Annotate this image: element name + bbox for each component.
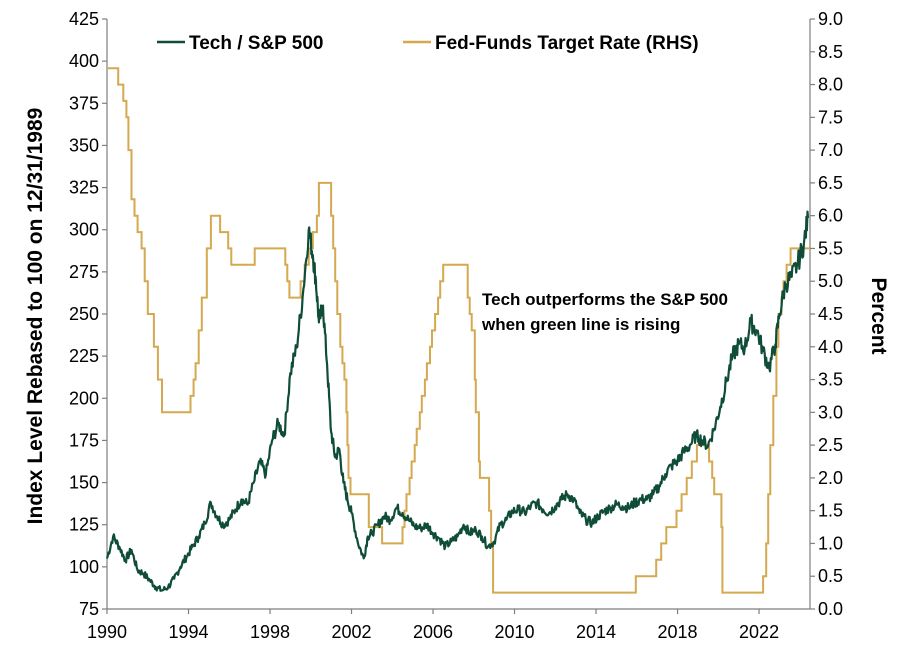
left-axis-title: Index Level Rebased to 100 on 12/31/1989 bbox=[24, 108, 47, 525]
left-axis-ticks: 425 400 375 350 325 300 275 250 225 200 175 150 125 1… bbox=[69, 9, 107, 619]
left-tick-label: 325 bbox=[69, 178, 99, 198]
right-tick-label: 1.0 bbox=[818, 533, 843, 553]
left-tick-label: 300 bbox=[69, 220, 99, 240]
right-axis-ticks: 9.0 8.5 8.0 7.5 7.0 6.5 6.0 5.5 5.0 4.5 4.0 3.5 3.0 2… bbox=[810, 9, 843, 619]
right-tick-label: 8.0 bbox=[818, 75, 843, 95]
left-tick-label: 400 bbox=[69, 51, 99, 71]
right-tick-label: 7.0 bbox=[818, 140, 843, 160]
right-tick-label: 4.5 bbox=[818, 304, 843, 324]
x-tick-label: 1998 bbox=[250, 622, 290, 642]
right-tick-label: 8.5 bbox=[818, 42, 843, 62]
tech-sp500-series-line bbox=[105, 210, 810, 592]
annotation-line-2: when green line is rising bbox=[481, 315, 680, 334]
x-tick-label: 2002 bbox=[331, 622, 371, 642]
left-tick-label: 250 bbox=[69, 304, 99, 324]
left-tick-label: 125 bbox=[69, 515, 99, 535]
fed-funds-series-line bbox=[107, 67, 810, 594]
right-tick-label: 0.0 bbox=[818, 599, 843, 619]
right-tick-label: 2.0 bbox=[818, 468, 843, 488]
x-tick-label: 2006 bbox=[413, 622, 453, 642]
annotation-line-1: Tech outperforms the S&P 500 bbox=[482, 290, 728, 309]
right-tick-label: 9.0 bbox=[818, 9, 843, 29]
left-tick-label: 100 bbox=[69, 557, 99, 577]
right-tick-label: 3.5 bbox=[818, 370, 843, 390]
x-tick-label: 2014 bbox=[576, 622, 616, 642]
right-tick-label: 4.0 bbox=[818, 337, 843, 357]
right-tick-label: 2.5 bbox=[818, 435, 843, 455]
legend-label-tech: Tech / S&P 500 bbox=[189, 33, 323, 54]
left-tick-label: 75 bbox=[79, 599, 99, 619]
legend: Tech / S&P 500 Fed-Funds Target Rate (RH… bbox=[157, 33, 699, 54]
right-tick-label: 3.0 bbox=[818, 402, 843, 422]
x-tick-label: 2010 bbox=[495, 622, 535, 642]
left-tick-label: 425 bbox=[69, 9, 99, 29]
right-tick-label: 6.5 bbox=[818, 173, 843, 193]
right-tick-label: 1.5 bbox=[818, 501, 843, 521]
left-tick-label: 175 bbox=[69, 430, 99, 450]
right-tick-label: 5.0 bbox=[818, 271, 843, 291]
left-tick-label: 375 bbox=[69, 93, 99, 113]
left-tick-label: 225 bbox=[69, 346, 99, 366]
annotation: Tech outperforms the S&P 500 when green … bbox=[481, 290, 728, 334]
left-tick-label: 200 bbox=[69, 388, 99, 408]
x-tick-label: 1990 bbox=[87, 622, 127, 642]
right-tick-label: 0.5 bbox=[818, 566, 843, 586]
legend-label-fed: Fed-Funds Target Rate (RHS) bbox=[435, 33, 699, 54]
x-axis-ticks: 1990 1994 1998 2002 2006 2010 2014 2018 2022 bbox=[87, 609, 779, 642]
x-tick-label: 2018 bbox=[658, 622, 698, 642]
right-tick-label: 7.5 bbox=[818, 107, 843, 127]
right-tick-label: 5.5 bbox=[818, 238, 843, 258]
right-tick-label: 6.0 bbox=[818, 206, 843, 226]
x-tick-label: 1994 bbox=[168, 622, 208, 642]
axes-group bbox=[106, 19, 811, 610]
left-tick-label: 150 bbox=[69, 473, 99, 493]
right-axis-title: Percent bbox=[867, 277, 890, 354]
left-tick-label: 350 bbox=[69, 135, 99, 155]
left-tick-label: 275 bbox=[69, 262, 99, 282]
x-tick-label: 2022 bbox=[739, 622, 779, 642]
